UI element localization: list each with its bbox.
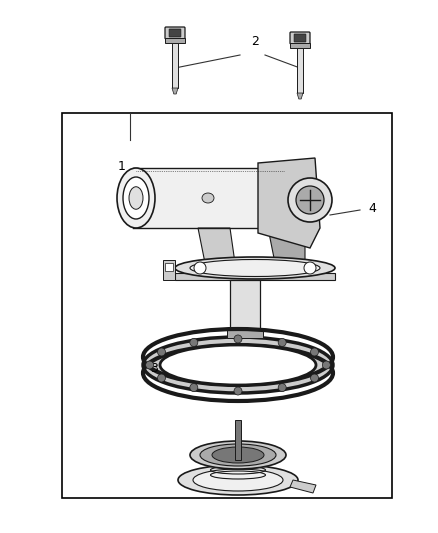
Ellipse shape <box>193 469 283 491</box>
Polygon shape <box>175 273 335 280</box>
Ellipse shape <box>178 465 298 495</box>
Polygon shape <box>268 228 305 263</box>
Polygon shape <box>172 88 178 94</box>
Ellipse shape <box>123 177 149 219</box>
Text: 1: 1 <box>118 160 126 173</box>
Bar <box>227 330 263 338</box>
Bar <box>172 43 178 88</box>
Bar <box>290 43 310 48</box>
Ellipse shape <box>200 444 276 466</box>
Circle shape <box>158 348 166 356</box>
FancyBboxPatch shape <box>169 29 181 37</box>
Bar <box>163 260 175 280</box>
Circle shape <box>146 361 154 369</box>
Circle shape <box>296 186 324 214</box>
Circle shape <box>158 374 166 382</box>
Polygon shape <box>258 158 320 248</box>
Ellipse shape <box>129 187 143 209</box>
Circle shape <box>190 384 198 392</box>
Ellipse shape <box>160 345 316 385</box>
Bar <box>235 420 241 460</box>
Bar <box>62 113 392 498</box>
Circle shape <box>288 178 332 222</box>
Ellipse shape <box>190 260 320 277</box>
Circle shape <box>234 335 242 343</box>
Bar <box>230 280 260 330</box>
Ellipse shape <box>202 193 214 203</box>
Circle shape <box>311 374 318 382</box>
Ellipse shape <box>117 168 155 228</box>
FancyBboxPatch shape <box>294 34 306 42</box>
Circle shape <box>194 262 206 274</box>
Circle shape <box>278 384 286 392</box>
Circle shape <box>278 338 286 346</box>
Ellipse shape <box>143 337 333 393</box>
Circle shape <box>304 262 316 274</box>
Circle shape <box>190 338 198 346</box>
FancyBboxPatch shape <box>165 27 185 39</box>
Ellipse shape <box>190 441 286 469</box>
Text: 2: 2 <box>251 35 259 48</box>
Polygon shape <box>290 480 316 493</box>
Bar <box>165 38 185 43</box>
Ellipse shape <box>212 447 264 463</box>
Bar <box>297 48 303 93</box>
Bar <box>165 263 173 271</box>
Text: 3: 3 <box>150 361 158 375</box>
Circle shape <box>234 387 242 395</box>
Circle shape <box>311 348 318 356</box>
Circle shape <box>322 361 330 369</box>
Ellipse shape <box>175 257 335 279</box>
Polygon shape <box>198 228 235 263</box>
Polygon shape <box>297 93 303 99</box>
Bar <box>133 168 285 228</box>
FancyBboxPatch shape <box>290 32 310 44</box>
Text: 4: 4 <box>368 201 376 214</box>
